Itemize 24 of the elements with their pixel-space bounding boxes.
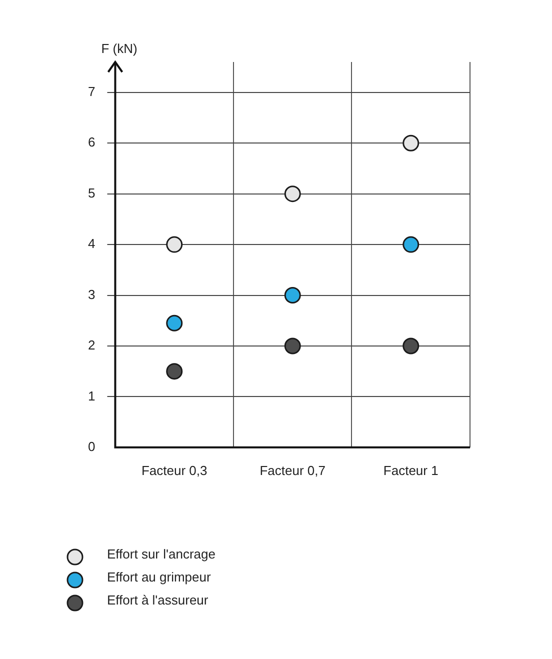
y-tick-label: 7 — [88, 84, 96, 100]
x-tick-label: Facteur 0,7 — [260, 462, 326, 478]
y-tick-label: 2 — [88, 338, 96, 353]
legend-label: Effort à l'assureur — [107, 592, 209, 608]
y-tick-label: 3 — [88, 286, 96, 302]
legend-label: Effort au grimpeur — [107, 570, 212, 585]
y-tick-label: 1 — [88, 388, 96, 404]
x-tick-label: Facteur 1 — [383, 462, 438, 478]
point — [166, 363, 183, 380]
point — [166, 314, 183, 332]
y-axis-title: F (kN) — [101, 41, 138, 56]
point — [402, 338, 420, 354]
point — [402, 134, 420, 152]
legend-label: Effort sur l'ancrage — [107, 546, 216, 562]
y-tick-label: 6 — [88, 134, 96, 150]
point — [166, 236, 183, 253]
y-tick-label: 0 — [88, 438, 96, 454]
point — [284, 186, 301, 202]
point — [284, 287, 301, 304]
x-tick-label: Facteur 0,3 — [141, 462, 208, 478]
y-tick-label: 5 — [88, 185, 96, 200]
y-tick-label: 4 — [88, 236, 96, 252]
point — [402, 236, 420, 253]
point — [284, 338, 301, 354]
